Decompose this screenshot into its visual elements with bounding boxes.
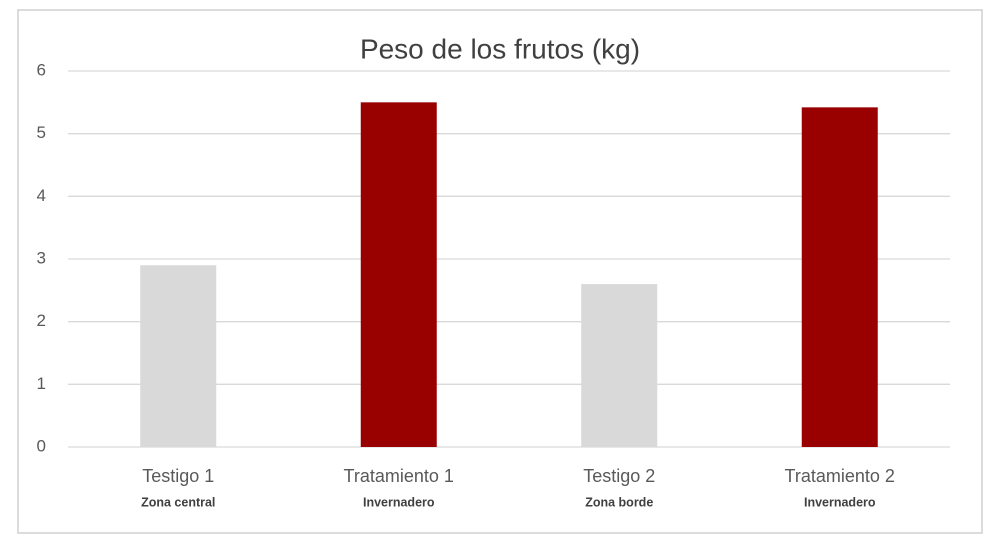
bar	[581, 284, 658, 447]
bar	[140, 265, 217, 447]
x-sub-label: Invernadero	[804, 495, 876, 509]
chart-title: Peso de los frutos (kg)	[360, 33, 640, 64]
x-tick-label: Tratamiento 1	[344, 466, 454, 486]
y-tick-label: 1	[37, 374, 46, 393]
x-tick-label: Tratamiento 2	[785, 466, 895, 486]
y-tick-label: 2	[37, 311, 46, 330]
y-tick-label: 3	[37, 248, 46, 267]
y-tick-label: 0	[37, 436, 46, 455]
x-sub-label: Zona central	[141, 495, 215, 509]
x-sub-label: Invernadero	[363, 495, 435, 509]
y-tick-label: 6	[37, 60, 46, 79]
x-sub-label: Zona borde	[585, 495, 653, 509]
y-tick-label: 5	[37, 123, 46, 142]
bar	[801, 107, 878, 447]
y-tick-label: 4	[37, 186, 46, 205]
bar	[360, 102, 437, 447]
x-tick-label: Testigo 1	[142, 466, 214, 486]
x-tick-label: Testigo 2	[583, 466, 655, 486]
